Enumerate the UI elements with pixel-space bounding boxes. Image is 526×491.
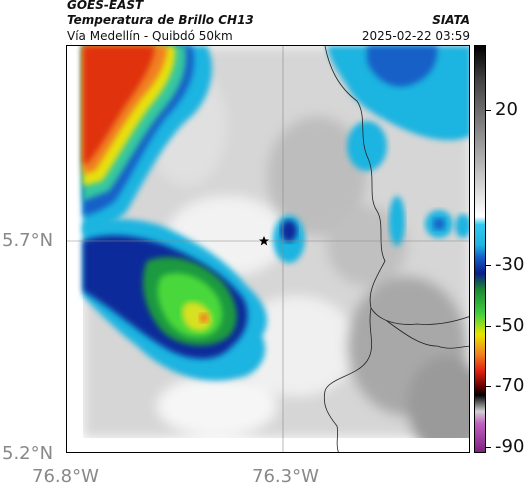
colorbar-label: 20 <box>495 99 518 120</box>
datetime-label: 2025-02-22 03:59 <box>361 29 470 43</box>
product-label: Temperatura de Brillo CH13 <box>67 13 254 27</box>
colorbar-label: -90 <box>495 436 525 457</box>
map-canvas <box>67 46 469 452</box>
cloud-southwest <box>83 218 267 381</box>
boundary-line-south <box>323 307 373 452</box>
colorbar <box>474 45 486 453</box>
colorbar-label: -30 <box>495 254 525 275</box>
colorbar-label: -70 <box>495 375 525 396</box>
cloud-northwest <box>83 46 212 234</box>
colorbar-tick <box>486 386 491 387</box>
cloud-center <box>273 215 305 263</box>
lat-tick-label: 5.7°N <box>2 230 54 251</box>
colorbar-tick <box>486 326 491 327</box>
lat-tick-label: 5.2°N <box>2 443 54 464</box>
route-label: Vía Medellín - Quibdó 50km <box>67 29 233 43</box>
lon-tick-label: 76.3°W <box>252 466 319 487</box>
colorbar-tick <box>486 110 491 111</box>
colorbar-label: -50 <box>495 315 525 336</box>
boundary-line-east <box>386 320 469 349</box>
colorbar-tick <box>486 447 491 448</box>
satellite-label: GOES-EAST <box>67 0 144 12</box>
lon-tick-label: 76.8°W <box>32 466 99 487</box>
boundary-line <box>324 46 469 325</box>
brightness-temperature-map <box>66 45 470 453</box>
colorbar-tick <box>486 265 491 266</box>
star-icon <box>259 236 269 246</box>
org-label: SIATA <box>432 13 470 27</box>
cloud-northeast <box>327 46 469 246</box>
